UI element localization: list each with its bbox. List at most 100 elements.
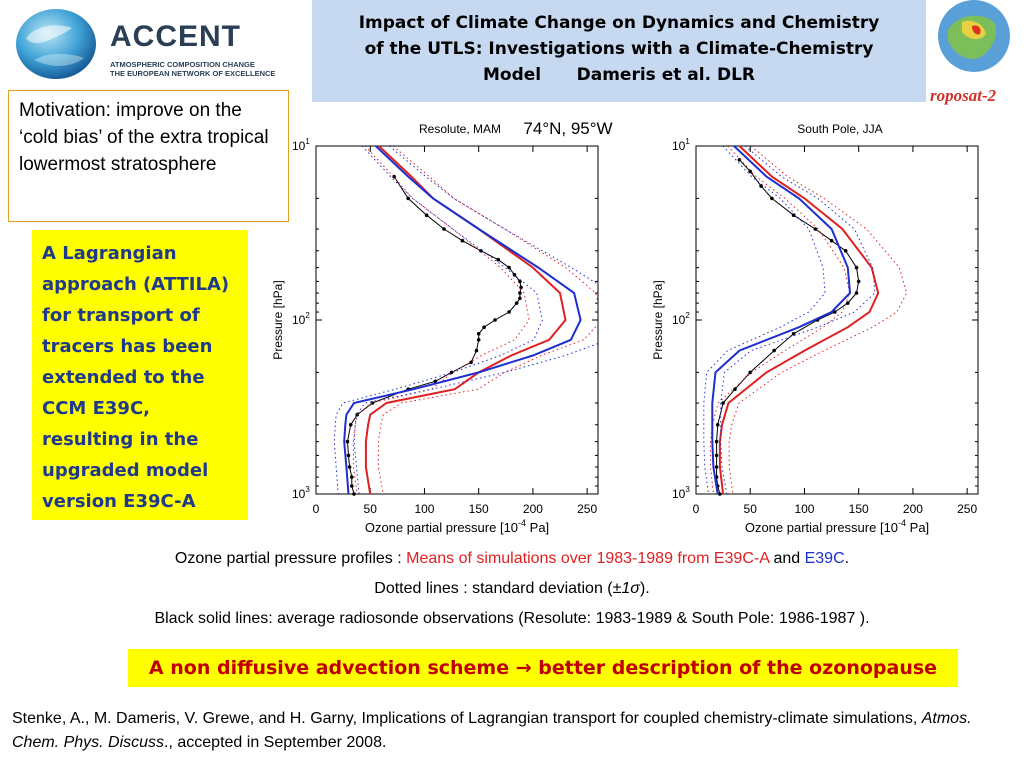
title-line-3: Model Dameris et al. DLR: [483, 65, 755, 85]
x-tick-label: 200: [903, 502, 923, 516]
obs-point: [518, 291, 522, 295]
y-tick-label: 101: [292, 137, 310, 153]
series-e39c-line: [711, 146, 852, 494]
obs-point: [772, 348, 776, 353]
obs-point: [507, 310, 511, 314]
location-annotation: 74°N, 95°W: [523, 119, 612, 138]
x-tick-label: 50: [364, 502, 378, 516]
obs-point: [449, 370, 454, 375]
obs-point: [748, 370, 752, 375]
obs-point: [348, 423, 353, 427]
obs-point: [350, 484, 354, 488]
obs-point: [721, 401, 725, 405]
obs-point: [759, 184, 763, 188]
obs-point: [482, 325, 486, 330]
caption-e39c: E39C: [804, 550, 845, 567]
x-tick-label: 250: [577, 502, 597, 516]
obs-point: [813, 227, 818, 231]
brand-tagline-1: ATMOSPHERIC COMPOSITION CHANGE: [110, 60, 255, 69]
obs-point: [846, 301, 850, 305]
caption-sigma: ±1σ: [612, 580, 640, 597]
obs-point: [433, 379, 438, 384]
brand-tagline-2: THE EUROPEAN NETWORK OF EXCELLENCE: [110, 69, 276, 78]
obs-point: [518, 279, 522, 284]
obs-point: [406, 196, 411, 201]
series-e39c-line: [343, 146, 582, 494]
obs-point: [854, 291, 859, 295]
obs-point: [856, 279, 861, 284]
obs-point: [748, 169, 752, 174]
caption-dotted: Dotted lines : standard deviation (: [374, 580, 613, 597]
title-line-1: Impact of Climate Change on Dynamics and…: [358, 13, 880, 33]
series-e39ca-stddev: [352, 146, 530, 494]
plot-frame-1: [695, 145, 979, 495]
obs-point: [518, 296, 522, 301]
x-tick-label: 150: [849, 502, 869, 516]
caption-prefix: Ozone partial pressure profiles :: [174, 550, 407, 567]
globe-logo-icon: [16, 9, 96, 79]
slide-title: Impact of Climate Change on Dynamics and…: [312, 0, 926, 102]
series-e39ca-stddev: [377, 146, 598, 494]
series-obs-line: [716, 159, 860, 494]
obs-point: [829, 238, 834, 243]
obs-point: [424, 213, 429, 217]
obs-point: [476, 338, 481, 342]
obs-point: [345, 439, 350, 444]
x-tick-label: 100: [414, 502, 434, 516]
europe-map-icon: [938, 0, 1010, 72]
eurosat-label: roposat-2: [930, 86, 997, 105]
obs-point: [493, 318, 497, 322]
x-tick-label: 200: [523, 502, 543, 516]
title-line-2: of the UTLS: Investigations with a Clima…: [364, 39, 874, 59]
obs-point: [843, 249, 848, 253]
caption-end: .: [844, 550, 850, 567]
x-tick-label: 150: [469, 502, 489, 516]
reference-authors: Stenke, A., M. Dameris, V. Grewe, and H.…: [12, 710, 922, 727]
obs-point: [519, 285, 523, 290]
obs-point: [469, 360, 473, 365]
y-tick-label: 103: [292, 485, 310, 501]
obs-point: [854, 265, 859, 270]
series-e39c-stddev: [353, 146, 598, 494]
x-axis-label: Ozone partial pressure [10-4 Pa]: [745, 518, 929, 535]
chart-title: Resolute, MAM: [419, 122, 501, 136]
obs-point: [350, 475, 354, 479]
series-e39ca-line: [718, 146, 880, 494]
reference-status: ., accepted in September 2008.: [164, 734, 387, 751]
obs-point: [479, 249, 483, 253]
y-axis-label: Pressure [hPa]: [651, 280, 665, 359]
obs-point: [714, 453, 719, 458]
brand-name: ACCENT: [110, 20, 241, 53]
caption-line-1: Ozone partial pressure profiles : Means …: [0, 550, 1024, 568]
x-tick-label: 0: [313, 502, 320, 516]
obs-point: [714, 439, 719, 444]
y-tick-label: 102: [292, 311, 310, 327]
series-e39c-stddev: [333, 146, 543, 494]
obs-point: [442, 227, 446, 231]
obs-point: [347, 465, 352, 469]
x-tick-label: 0: [693, 502, 700, 516]
plot-frame-0: [315, 145, 599, 495]
series-e39c-stddev: [703, 146, 826, 494]
reference-journal: Atmos. Chem. Phys. Discuss: [12, 710, 972, 751]
obs-point: [496, 257, 501, 262]
obs-point: [474, 348, 479, 353]
caption-line-3: Black solid lines: average radiosonde ob…: [154, 610, 870, 627]
obs-point: [718, 492, 722, 496]
obs-point: [833, 310, 837, 314]
caption-dotted-end: ).: [639, 580, 650, 597]
obs-point: [346, 453, 351, 458]
obs-point: [733, 387, 737, 392]
obs-point: [791, 332, 796, 336]
reference-citation: Stenke, A., M. Dameris, V. Grewe, and H.…: [12, 707, 1017, 755]
accent-logo: ACCENT ATMOSPHERIC COMPOSITION CHANGE TH…: [14, 8, 314, 80]
x-tick-label: 250: [957, 502, 977, 516]
obs-point: [715, 423, 720, 427]
series-obs-line: [346, 176, 522, 494]
x-tick-label: 50: [744, 502, 758, 516]
caption-and: and: [769, 550, 805, 567]
x-tick-label: 100: [794, 502, 814, 516]
obs-point: [770, 196, 774, 201]
eurosat-logo: roposat-2: [928, 0, 1018, 110]
obs-point: [352, 492, 356, 496]
